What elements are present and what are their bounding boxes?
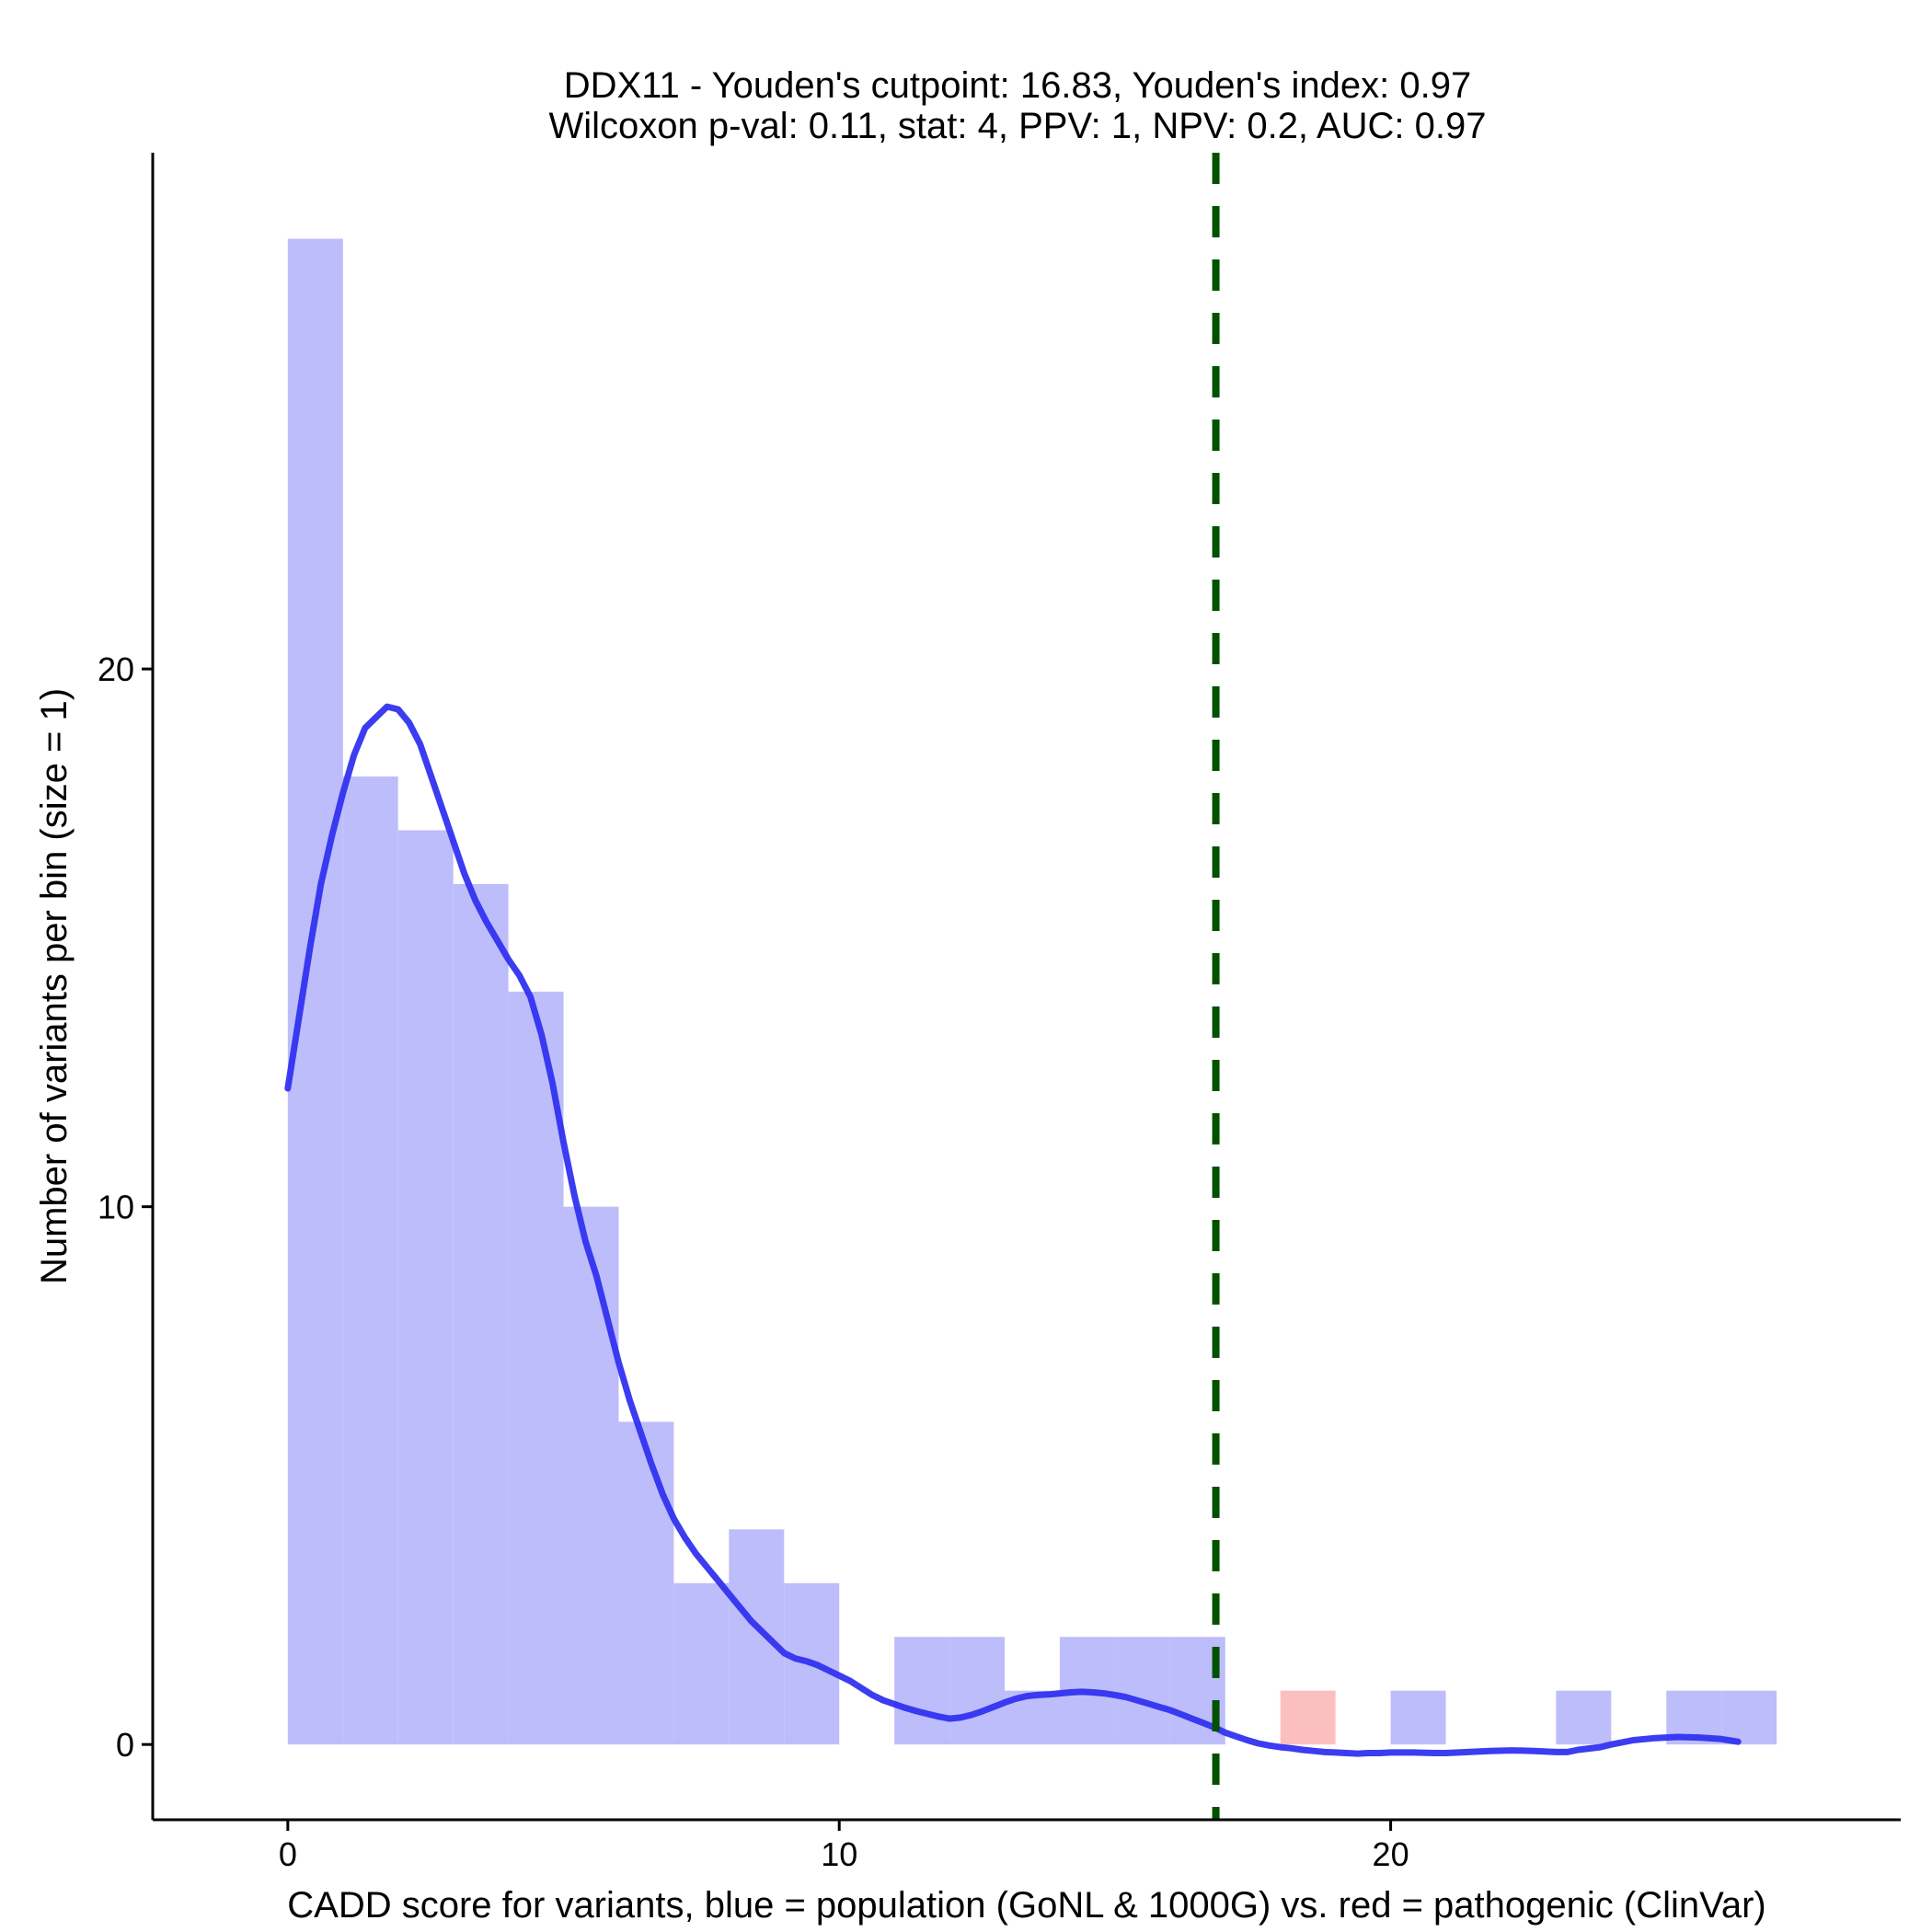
population-bar-3 [453, 883, 509, 1745]
density-curve-layer [284, 703, 1742, 1757]
population-bar-14 [1114, 1637, 1170, 1745]
histogram-bars [287, 238, 1777, 1745]
x-axis-title: CADD score for variants, blue = populati… [287, 1885, 1765, 1926]
population-bar-2 [397, 830, 454, 1745]
y-axis-title: Number of variants per bin (size = 1) [34, 688, 75, 1284]
y-tick-label-0: 0 [116, 1726, 134, 1764]
population-bar-6 [618, 1421, 674, 1745]
x-axis-ticks: 0 10 20 [279, 1820, 1409, 1873]
population-bar-16 [1390, 1690, 1446, 1745]
chart-title-line-1: DDX11 - Youden's cutpoint: 16.83, Youden… [564, 65, 1471, 106]
pathogenic-bar-0 [1280, 1690, 1336, 1745]
population-bar-10 [894, 1637, 950, 1745]
x-tick-label-0: 0 [279, 1835, 297, 1873]
population-bar-8 [729, 1529, 785, 1745]
population-bar-5 [563, 1206, 619, 1745]
population-bar-11 [949, 1637, 1006, 1745]
population-bar-17 [1556, 1690, 1612, 1745]
x-tick-label-1: 10 [821, 1835, 857, 1873]
chart-title-line-2: Wilcoxon p-val: 0.11, stat: 4, PPV: 1, N… [549, 106, 1487, 146]
population-bar-19 [1721, 1690, 1777, 1745]
y-tick-label-1: 10 [98, 1189, 134, 1226]
y-tick-label-2: 20 [98, 650, 134, 688]
density-curve [284, 703, 1742, 1757]
population-bar-1 [342, 776, 398, 1745]
x-tick-label-2: 20 [1373, 1835, 1409, 1873]
y-axis-ticks: 0 10 20 [98, 650, 153, 1764]
population-bar-4 [508, 991, 564, 1745]
population-bar-7 [673, 1582, 730, 1745]
population-bar-0 [287, 238, 343, 1745]
